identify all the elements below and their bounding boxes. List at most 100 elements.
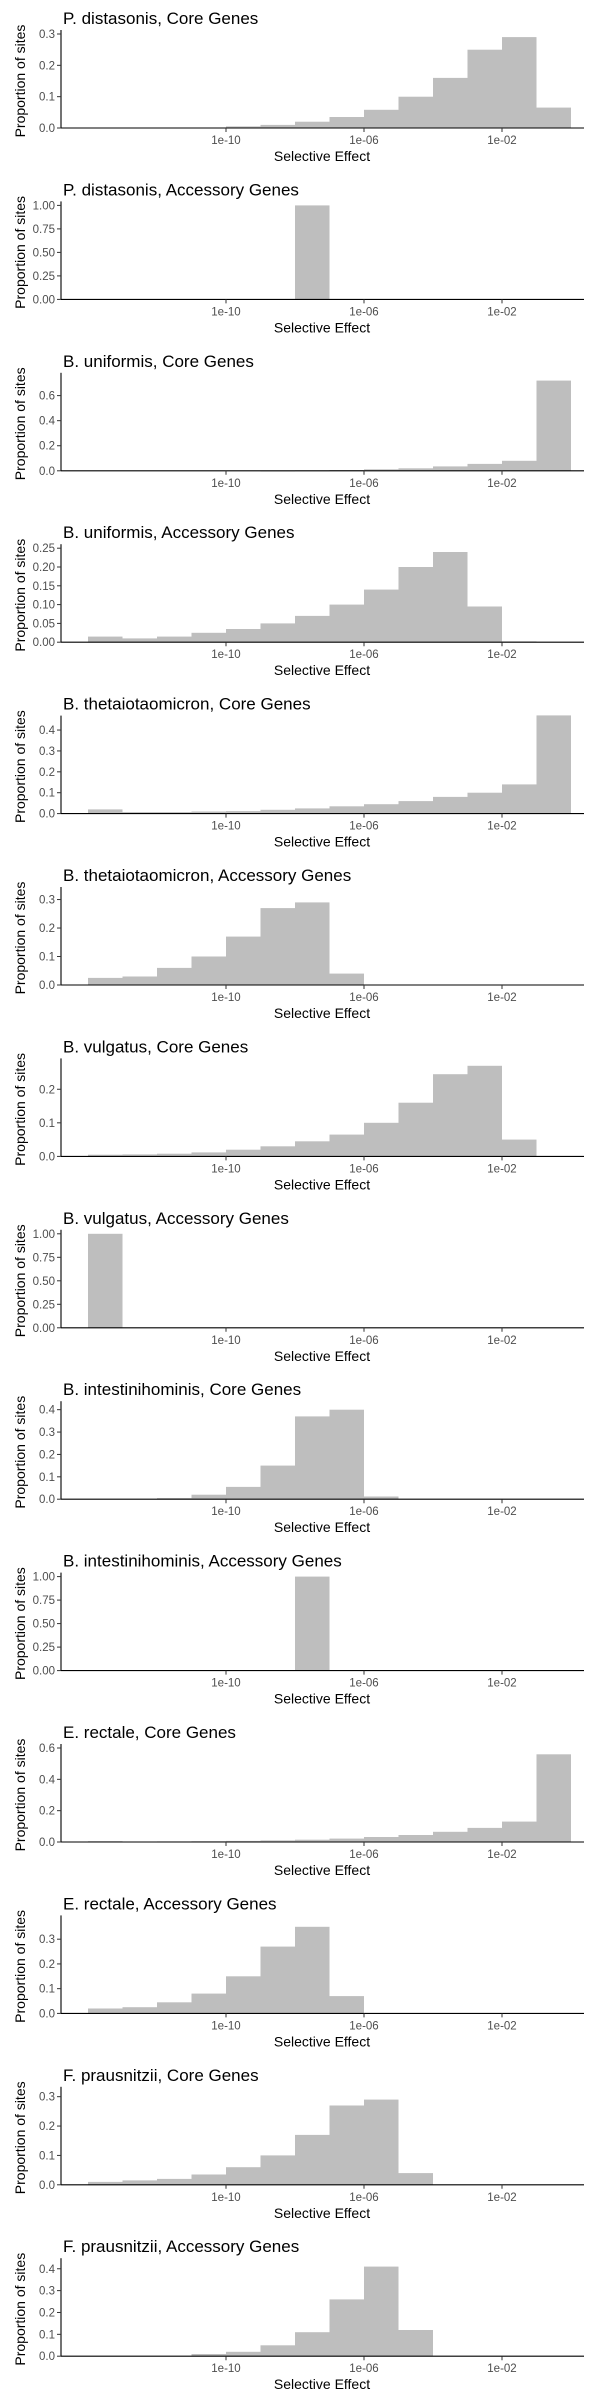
x-tick-label: 1e-06 xyxy=(349,2363,378,2375)
y-tick-label: 0.6 xyxy=(39,391,55,403)
histogram-bar xyxy=(364,2099,399,2185)
y-tick-label: 0.2 xyxy=(39,767,55,779)
y-tick-label: 0.25 xyxy=(33,271,55,283)
x-axis-label: Selective Effect xyxy=(274,1176,370,1192)
histogram-bar xyxy=(467,1065,502,1157)
x-axis-label: Selective Effect xyxy=(274,834,370,850)
y-tick-label: 0.4 xyxy=(39,416,56,428)
histogram-bar xyxy=(260,2345,295,2357)
y-axis-label: Proportion of sites xyxy=(12,367,28,480)
chart-title: B. thetaiotaomicron, Core Genes xyxy=(63,695,311,714)
histogram-bar xyxy=(329,117,364,128)
x-tick-label: 1e-02 xyxy=(487,1849,516,1861)
histogram-bar xyxy=(260,1146,295,1157)
chart-title: P. distasonis, Accessory Genes xyxy=(63,180,299,199)
x-tick-label: 1e-06 xyxy=(349,2020,378,2032)
histogram-bar xyxy=(191,1993,226,2014)
y-tick-label: 0.00 xyxy=(33,1323,55,1335)
histogram-bar xyxy=(295,1576,330,1671)
y-tick-label: 0.05 xyxy=(33,618,55,630)
y-tick-label: 0.10 xyxy=(33,600,55,612)
histogram-bar xyxy=(329,1838,364,1842)
histogram-bar xyxy=(536,107,571,128)
x-axis-label: Selective Effect xyxy=(274,1005,370,1021)
y-axis-label: Proportion of sites xyxy=(12,1053,28,1166)
histogram-bar xyxy=(433,1831,468,1842)
chart-panel: B. thetaiotaomicron, Core Genes 0.0 0.1 0.2… xyxy=(12,695,584,850)
x-tick-label: 1e-06 xyxy=(349,1678,378,1690)
x-axis-label: Selective Effect xyxy=(274,1519,370,1535)
y-tick-label: 1.00 xyxy=(33,1229,55,1241)
histogram-bar xyxy=(226,126,261,128)
y-tick-label: 0.2 xyxy=(39,1449,55,1461)
x-tick-label: 1e-10 xyxy=(211,478,240,490)
histogram-bar xyxy=(398,801,433,814)
x-tick-label: 1e-10 xyxy=(211,2363,240,2375)
x-tick-label: 1e-06 xyxy=(349,2192,378,2204)
y-tick-label: 0.3 xyxy=(39,895,55,907)
y-tick-label: 1.00 xyxy=(33,1572,55,1584)
histogram-bar xyxy=(122,2007,157,2014)
x-tick-label: 1e-02 xyxy=(487,2192,516,2204)
histogram-bar xyxy=(329,2299,364,2357)
y-tick-label: 0.3 xyxy=(39,746,55,758)
histogram-bar xyxy=(364,2266,399,2357)
histogram-bar xyxy=(467,463,502,471)
y-axis-label: Proportion of sites xyxy=(12,1739,28,1852)
chart-title: F. prausnitzii, Core Genes xyxy=(63,2066,259,2085)
chart-panel: B. intestinihominis, Core Genes 0.0 0.1 0.2… xyxy=(12,1380,584,1535)
histogram-bar xyxy=(467,792,502,814)
histogram-bar xyxy=(536,715,571,814)
y-tick-label: 0.00 xyxy=(33,637,55,649)
x-tick-label: 1e-02 xyxy=(487,1506,516,1518)
histogram-bar xyxy=(88,2181,123,2185)
histogram-bar xyxy=(157,967,192,985)
x-tick-label: 1e-06 xyxy=(349,649,378,661)
histogram-bar xyxy=(329,2105,364,2185)
histogram-bar xyxy=(157,636,192,643)
x-tick-label: 1e-10 xyxy=(211,1163,240,1175)
histogram-bar xyxy=(226,936,261,985)
histogram-bar xyxy=(122,812,157,814)
x-tick-label: 1e-10 xyxy=(211,306,240,318)
histogram-bar xyxy=(226,2167,261,2185)
chart-panel: B. uniformis, Core Genes 0.0 0.2 0.4 0.6 1e-1… xyxy=(12,352,584,507)
y-axis-label: Proportion of sites xyxy=(12,1224,28,1337)
x-axis-label: Selective Effect xyxy=(274,2033,370,2049)
histogram-bar xyxy=(88,809,123,814)
histogram-bar xyxy=(295,1416,330,1500)
y-tick-label: 0.0 xyxy=(39,809,55,821)
histogram-bar xyxy=(295,902,330,985)
histogram-bar xyxy=(88,1154,123,1157)
y-tick-label: 0.1 xyxy=(39,92,55,104)
y-tick-label: 0.75 xyxy=(33,224,55,236)
histogram-bar xyxy=(191,811,226,814)
histogram-bar xyxy=(329,1409,364,1500)
chart-panel: E. rectale, Core Genes 0.0 0.2 0.4 0.6 1e-10 1… xyxy=(12,1723,584,1878)
chart-title: B. uniformis, Core Genes xyxy=(63,352,254,371)
histogram-bar xyxy=(364,804,399,814)
x-tick-label: 1e-02 xyxy=(487,1678,516,1690)
y-tick-label: 0.50 xyxy=(33,1619,55,1631)
y-tick-label: 0.0 xyxy=(39,123,55,135)
histogram-bar xyxy=(502,460,537,471)
histogram-bar xyxy=(467,49,502,129)
y-tick-label: 0.3 xyxy=(39,2092,55,2104)
y-tick-label: 0.25 xyxy=(33,543,55,555)
y-tick-label: 0.3 xyxy=(39,1934,55,1946)
histogram-bar xyxy=(398,567,433,643)
histogram-bar xyxy=(364,589,399,643)
x-axis-label: Selective Effect xyxy=(274,491,370,507)
chart-title: P. distasonis, Core Genes xyxy=(63,9,258,28)
histogram-bar xyxy=(364,1122,399,1157)
histogram-bar xyxy=(502,1821,537,1842)
histogram-bar xyxy=(467,1827,502,1842)
y-tick-label: 0.0 xyxy=(39,2008,55,2020)
y-axis-label: Proportion of sites xyxy=(12,539,28,652)
histogram-bar xyxy=(122,976,157,985)
histogram-bar xyxy=(329,1134,364,1157)
histogram-bar xyxy=(295,205,330,300)
histogram-bar xyxy=(157,2002,192,2014)
y-tick-label: 0.50 xyxy=(33,1276,55,1288)
histogram-bar xyxy=(364,1496,399,1500)
